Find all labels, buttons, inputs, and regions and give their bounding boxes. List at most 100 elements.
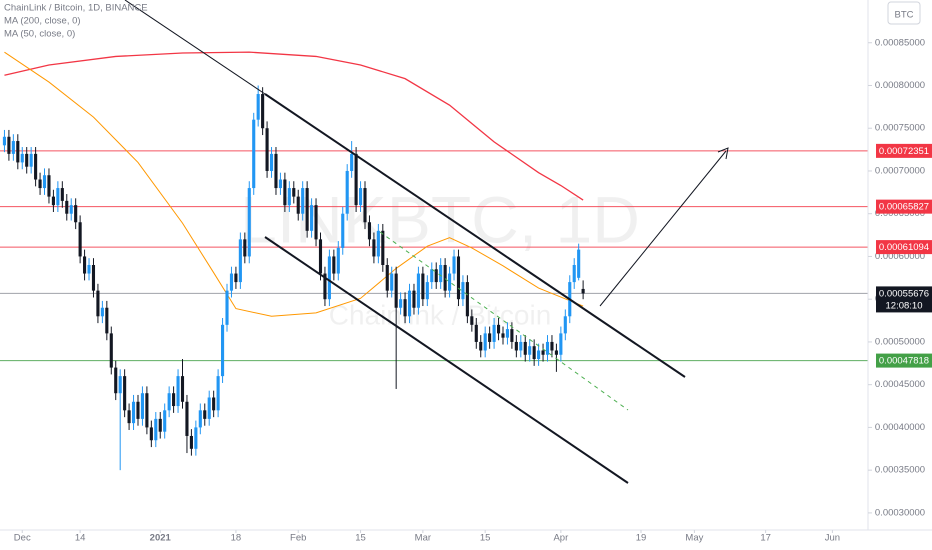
candle-body bbox=[581, 288, 585, 294]
candle-body bbox=[425, 282, 429, 300]
candle-body bbox=[523, 341, 527, 355]
candle-body bbox=[354, 153, 358, 206]
candle-body bbox=[274, 153, 278, 189]
watermark-name: Chainlink / Bitcoin bbox=[329, 299, 552, 330]
x-tick-label: Jun bbox=[825, 533, 840, 544]
time-axis: Dec 14 2021 18 Feb 15 Mar 15 Apr 19 May 17 Jun bbox=[14, 530, 840, 544]
candle-body bbox=[42, 175, 47, 189]
candle-body bbox=[479, 341, 483, 351]
candle-body bbox=[385, 265, 389, 291]
candle-body bbox=[403, 299, 407, 317]
candle-body bbox=[390, 273, 394, 291]
y-tick-label: 0.00080000 bbox=[875, 80, 925, 91]
candle-body bbox=[434, 269, 438, 283]
candle-body bbox=[474, 324, 478, 342]
candle-body bbox=[572, 265, 576, 283]
candle-body bbox=[87, 265, 91, 274]
x-tick-label: Apr bbox=[553, 533, 568, 544]
candle-body bbox=[372, 239, 376, 257]
currency-box bbox=[887, 1, 921, 25]
candle-body bbox=[207, 397, 211, 419]
candle-body bbox=[532, 346, 536, 360]
candle-body bbox=[323, 273, 327, 300]
candle-body bbox=[514, 341, 518, 351]
moving-average bbox=[4, 51, 584, 201]
candle-body bbox=[461, 282, 465, 300]
candle-body bbox=[341, 213, 345, 248]
candle-body bbox=[47, 175, 51, 197]
y-tick-label: 0.00030000 bbox=[875, 507, 925, 518]
candle-body bbox=[65, 200, 69, 214]
candle-body bbox=[172, 393, 176, 407]
legend-entry: MA (50, close, 0) bbox=[4, 29, 75, 40]
candle-body bbox=[421, 273, 425, 300]
indicator-layer bbox=[4, 51, 584, 317]
price-badges: 0.00072351 0.00065827 0.00061094 0.00047818… bbox=[876, 143, 932, 368]
candle-body bbox=[212, 397, 216, 411]
candle-body bbox=[443, 265, 447, 291]
candle-body bbox=[105, 307, 109, 334]
candle-body bbox=[16, 141, 20, 163]
candle-body bbox=[243, 239, 247, 257]
candle-body bbox=[456, 256, 461, 300]
watermark-symbol: LINKBTC, 1D bbox=[240, 182, 640, 256]
candle-body bbox=[510, 329, 514, 342]
candle-body bbox=[278, 179, 282, 189]
price-badge-label: 0.00072351 bbox=[879, 146, 929, 157]
candle-body bbox=[51, 196, 55, 206]
candle-body bbox=[123, 376, 127, 411]
x-tick-label: May bbox=[685, 533, 703, 544]
y-tick-label: 0.00050000 bbox=[875, 336, 925, 347]
candle-body bbox=[336, 247, 340, 274]
candle-body bbox=[163, 410, 167, 432]
x-tick-label: 2021 bbox=[150, 533, 172, 544]
x-tick-label: 19 bbox=[636, 533, 647, 544]
candle-body bbox=[399, 299, 403, 308]
candle-body bbox=[60, 188, 64, 201]
price-badge bbox=[876, 240, 932, 255]
candle-body bbox=[528, 346, 532, 355]
candle-body bbox=[305, 188, 309, 231]
last-price-label: 0.00055676 bbox=[879, 288, 929, 299]
candle-body bbox=[149, 427, 153, 441]
candle-body bbox=[69, 205, 73, 214]
candle-body bbox=[261, 94, 265, 129]
level-layer bbox=[0, 150, 868, 362]
candle-body bbox=[109, 333, 113, 368]
x-tick-label: Dec bbox=[14, 533, 31, 544]
candle-body bbox=[256, 94, 260, 120]
candle-body bbox=[167, 393, 171, 411]
candle-body bbox=[345, 170, 349, 214]
legend: ChainLink / Bitcoin, 1D, BINANCE MA (200… bbox=[4, 3, 148, 40]
candle-body bbox=[465, 282, 469, 317]
candle-body bbox=[91, 265, 96, 291]
candle-body bbox=[100, 307, 104, 317]
candle-body bbox=[559, 333, 563, 355]
candle-body bbox=[96, 290, 100, 317]
candle-body bbox=[265, 128, 269, 171]
price-axis: 0.00030000 0.00035000 0.00040000 0.00045000… bbox=[868, 37, 925, 518]
y-tick-label: 0.00040000 bbox=[875, 422, 925, 433]
candle-body bbox=[563, 316, 567, 334]
channel-upper bbox=[264, 93, 686, 378]
candle-body bbox=[118, 376, 122, 394]
candle-body bbox=[131, 401, 136, 424]
candle-body bbox=[11, 141, 15, 154]
last-price-badge bbox=[876, 286, 932, 313]
candle-body bbox=[545, 341, 550, 355]
candle-body bbox=[127, 410, 131, 424]
candle-body bbox=[314, 205, 318, 240]
candle-body bbox=[189, 435, 193, 449]
candle-body bbox=[216, 376, 220, 411]
price-badge-label: 0.00065827 bbox=[879, 202, 929, 213]
x-tick-label: 18 bbox=[231, 533, 242, 544]
x-tick-label: Mar bbox=[415, 533, 431, 544]
candle-body bbox=[332, 256, 336, 274]
countdown-label: 12:08:10 bbox=[886, 300, 923, 311]
x-tick-label: 17 bbox=[760, 533, 771, 544]
candle-body bbox=[7, 136, 11, 154]
x-tick-label: 15 bbox=[480, 533, 491, 544]
candle-body bbox=[283, 179, 287, 206]
candle-body bbox=[34, 153, 38, 180]
